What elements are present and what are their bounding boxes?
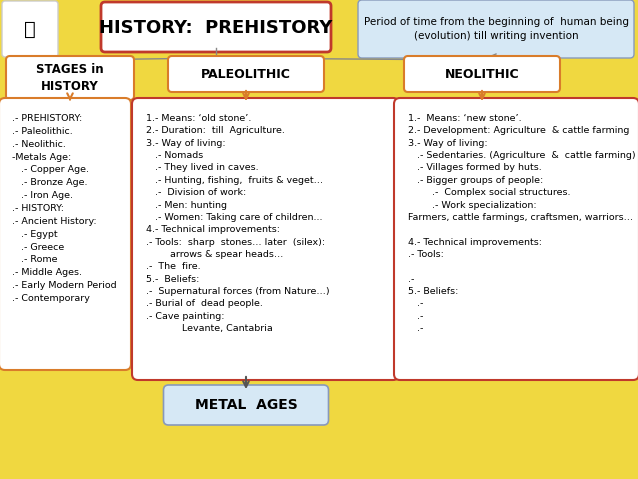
FancyBboxPatch shape: [394, 98, 638, 380]
Text: STAGES in
HISTORY: STAGES in HISTORY: [36, 63, 104, 93]
Text: PALEOLITHIC: PALEOLITHIC: [201, 68, 291, 80]
Text: Period of time from the beginning of  human being
(evolution) till writing inven: Period of time from the beginning of hum…: [364, 17, 628, 41]
FancyBboxPatch shape: [6, 56, 134, 100]
Text: HISTORY:  PREHISTORY: HISTORY: PREHISTORY: [100, 19, 332, 37]
FancyBboxPatch shape: [101, 2, 331, 52]
FancyBboxPatch shape: [358, 0, 634, 58]
FancyBboxPatch shape: [132, 98, 399, 380]
FancyBboxPatch shape: [2, 1, 58, 57]
FancyBboxPatch shape: [168, 56, 324, 92]
Text: .- PREHISTORY:
.- Paleolithic.
.- Neolithic.
-Metals Age:
   .- Copper Age.
   .: .- PREHISTORY: .- Paleolithic. .- Neolit…: [12, 114, 117, 303]
FancyBboxPatch shape: [163, 385, 329, 425]
FancyBboxPatch shape: [404, 56, 560, 92]
FancyBboxPatch shape: [0, 98, 131, 370]
Text: METAL  AGES: METAL AGES: [195, 398, 297, 412]
Text: 1.- Means: ‘old stone’.
2.- Duration:  till  Agriculture.
3.- Way of living:
   : 1.- Means: ‘old stone’. 2.- Duration: ti…: [146, 114, 330, 333]
Text: 1.-  Means: ‘new stone’.
2.- Development: Agriculture  & cattle farming
3.- Way : 1.- Means: ‘new stone’. 2.- Development:…: [408, 114, 635, 333]
Text: 🏛: 🏛: [24, 20, 36, 38]
Text: NEOLITHIC: NEOLITHIC: [445, 68, 519, 80]
